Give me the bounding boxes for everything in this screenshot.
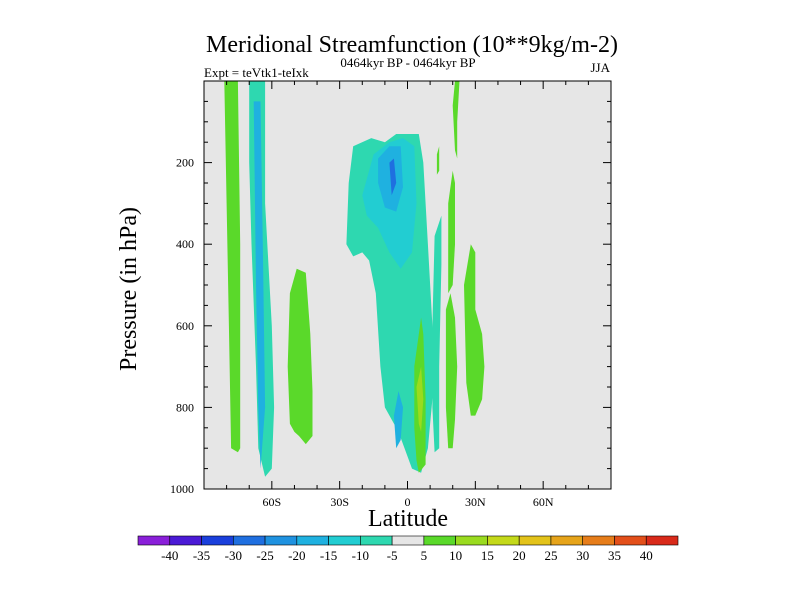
- colorbar: -40 -35 -30 -25 -20 -15 -10 -5 5 10 15 20 25 30 35 40: [137, 535, 679, 563]
- season-label: JJA: [590, 60, 610, 75]
- experiment-label: Expt = teVtk1-teIxk: [204, 65, 309, 80]
- x-axis-title: Latitude: [368, 506, 448, 532]
- colorbar-label: 25: [544, 548, 557, 563]
- x-tick-label: 0: [405, 495, 411, 509]
- colorbar-label: -10: [352, 548, 369, 563]
- colorbar-label: 5: [421, 548, 428, 563]
- colorbar-label: -40: [161, 548, 178, 563]
- colorbar-swatch: [360, 535, 393, 546]
- minor-ticks: [204, 81, 611, 489]
- colorbar-swatch: [487, 535, 520, 546]
- contour-region-positive-strip-20N: [448, 170, 455, 294]
- colorbar-label: -15: [320, 548, 337, 563]
- x-tick-label: 30S: [330, 495, 349, 509]
- contour-fills: [224, 81, 485, 477]
- colorbar-label: 30: [576, 548, 589, 563]
- contour-region-positive-dot-15N: [436, 146, 440, 175]
- contour-region-negative-core-60S: [253, 101, 266, 469]
- x-tick-label: 30N: [465, 495, 486, 509]
- contour-region-positive-top-20N: [452, 81, 460, 159]
- colorbar-swatch: [169, 535, 202, 546]
- x-tick-label: 60S: [262, 495, 281, 509]
- contour-region-negative-strip-15N: [432, 215, 442, 453]
- colorbar-swatch: [264, 535, 298, 546]
- colorbar-swatch: [582, 535, 615, 546]
- y-tick-label: 400: [176, 237, 194, 251]
- y-tick-label: 1000: [170, 482, 194, 496]
- y-tick-label: 200: [176, 156, 194, 170]
- colorbar-label: -25: [256, 548, 273, 563]
- colorbar-label: 40: [640, 548, 653, 563]
- colorbar-label: 35: [608, 548, 621, 563]
- contour-region-negative-cell-max: [389, 158, 397, 196]
- colorbar-swatch: [137, 535, 171, 546]
- colorbar-swatch: [391, 535, 425, 546]
- y-tick-label: 600: [176, 319, 194, 333]
- chart-title: Meridional Streamfunction (10**9kg/m-2): [206, 32, 618, 58]
- colorbar-label: -35: [193, 548, 210, 563]
- colorbar-swatch: [518, 535, 552, 546]
- colorbar-swatch: [232, 535, 266, 546]
- y-axis: 200 400 600 800 1000: [170, 156, 611, 496]
- colorbar-label: 20: [513, 548, 526, 563]
- contour-region-positive-45S: [287, 268, 313, 445]
- contour-region-positive-strip-22N: [445, 293, 458, 449]
- colorbar-swatch: [201, 535, 234, 546]
- colorbar-swatch: [328, 535, 361, 546]
- colorbar-swatch: [455, 535, 488, 546]
- contour-region-positive-band-65S: [224, 81, 241, 453]
- colorbar-label: -30: [225, 548, 242, 563]
- colorbar-swatch: [645, 535, 679, 546]
- colorbar-label: -20: [288, 548, 305, 563]
- chart-subtitle: 0464kyr BP - 0464kyr BP: [340, 55, 475, 70]
- colorbar-label: 10: [449, 548, 462, 563]
- x-tick-label: 60N: [533, 495, 554, 509]
- colorbar-swatch: [423, 535, 456, 546]
- colorbar-swatch: [614, 535, 647, 546]
- x-axis: 60S 30S 0 30N 60N: [262, 81, 554, 509]
- contour-region-negative-tongue-5S: [393, 391, 403, 449]
- contour-region-negative-cell-core: [378, 146, 403, 212]
- y-tick-label: 800: [176, 400, 194, 414]
- contour-region-positive-core-5N: [416, 366, 424, 432]
- contour-region-positive-lobe-30N: [464, 244, 485, 416]
- colorbar-label: 15: [481, 548, 494, 563]
- y-axis-title: Pressure (in hPa): [116, 207, 142, 371]
- colorbar-swatch: [550, 535, 584, 546]
- colorbar-swatch: [296, 535, 329, 546]
- colorbar-label: -5: [387, 548, 398, 563]
